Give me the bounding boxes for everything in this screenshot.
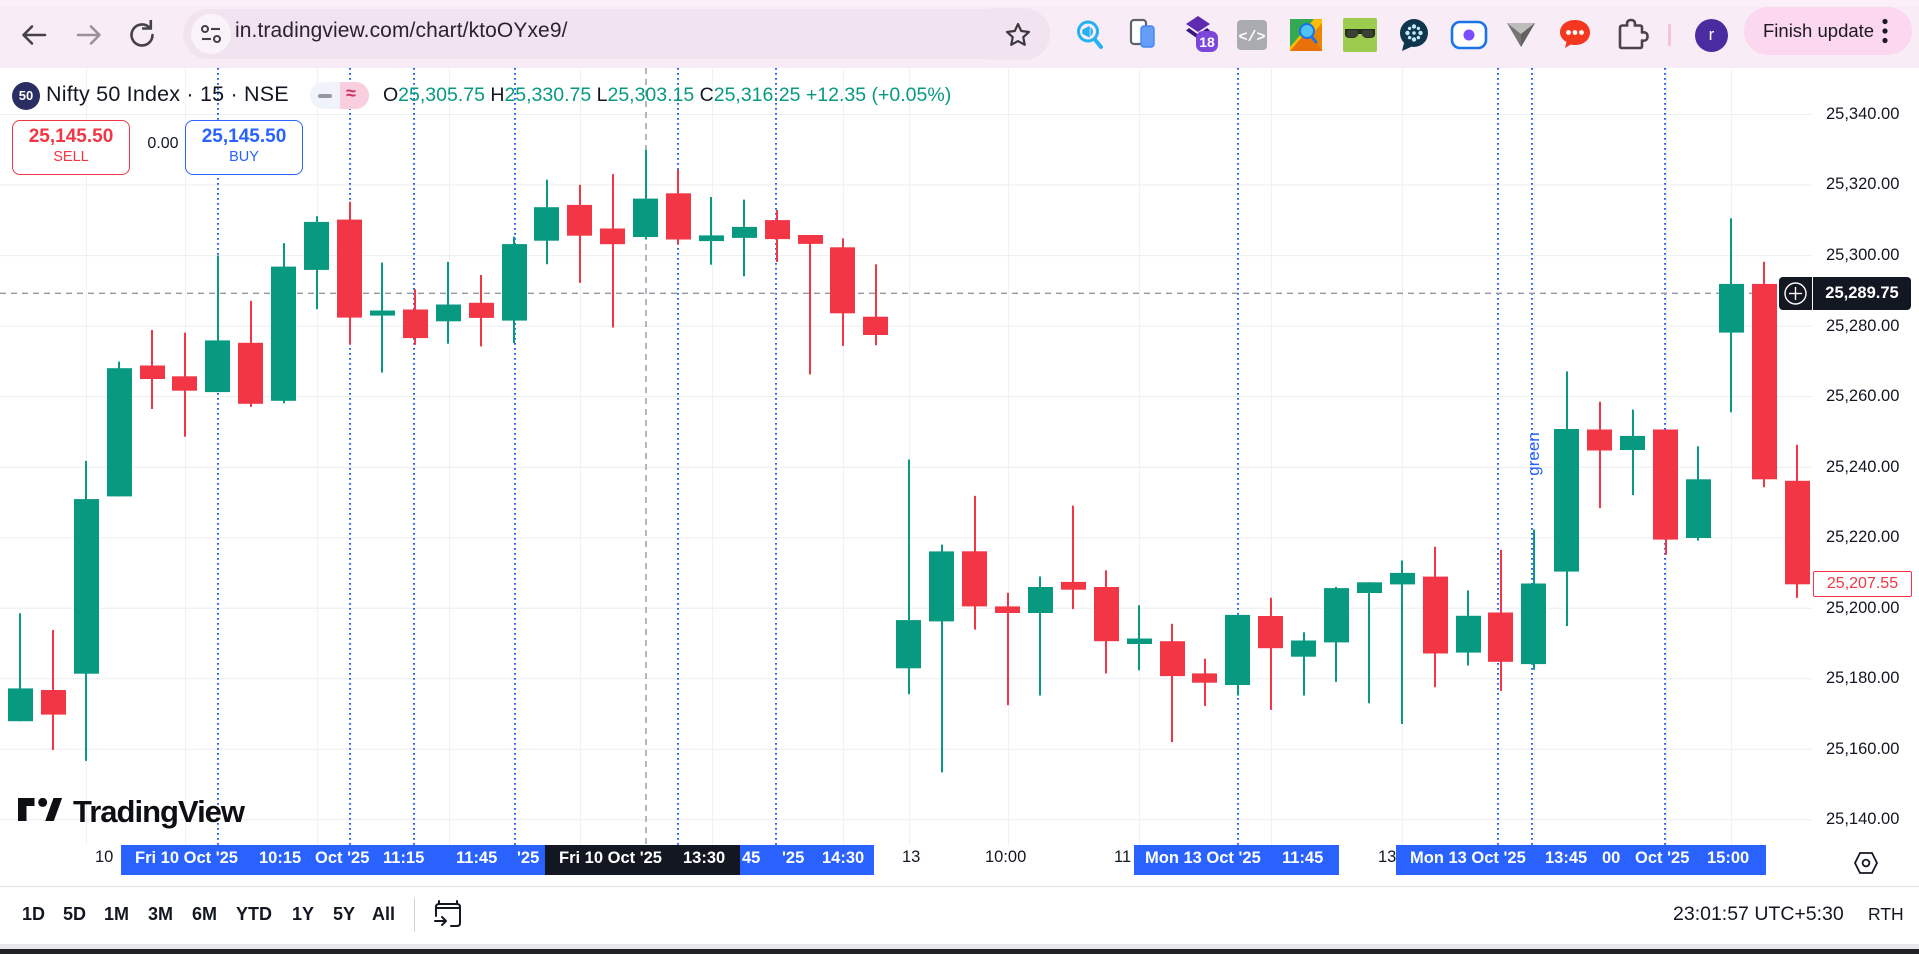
svg-text:</>: </> (1238, 29, 1265, 46)
svg-text:18: 18 (1199, 34, 1215, 50)
